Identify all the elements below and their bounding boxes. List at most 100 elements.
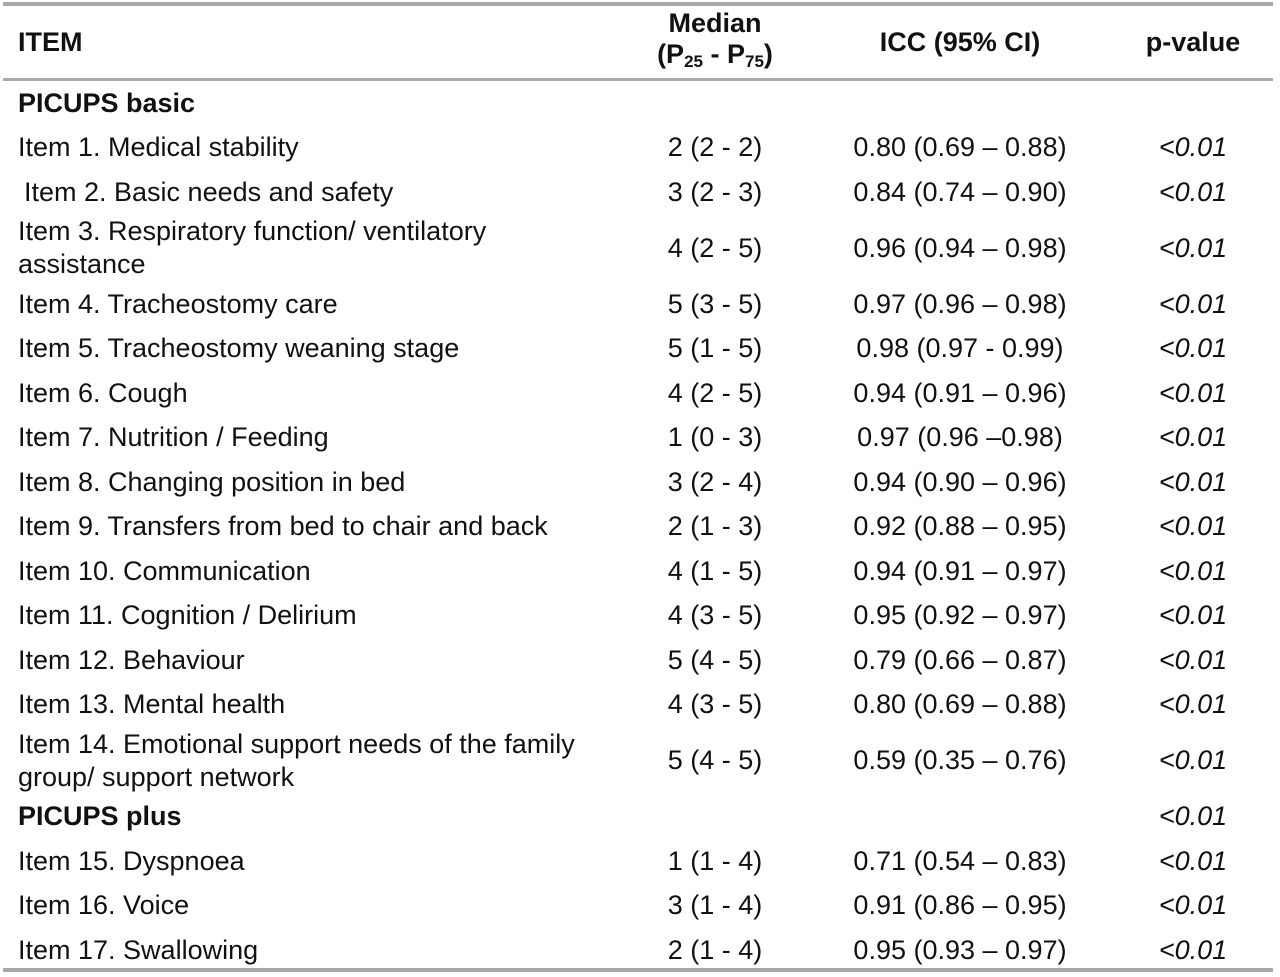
cell-icc: 0.97 (0.96 – 0.98)	[853, 288, 1067, 319]
cell-pvalue: <0.01	[1158, 232, 1228, 263]
cell-icc: 0.98 (0.97 - 0.99)	[856, 333, 1064, 364]
cell-icc: 0.84 (0.74 – 0.90)	[853, 176, 1067, 207]
cell-item: Item 4. Tracheostomy care	[18, 288, 338, 319]
table-bottom-rule	[3, 968, 1273, 972]
cell-icc: 0.80 (0.69 – 0.88)	[853, 132, 1067, 163]
cell-pvalue: <0.01	[1158, 845, 1228, 876]
cell-median: 1 (1 - 4)	[667, 845, 763, 876]
cell-pvalue: <0.01	[1158, 644, 1228, 675]
cell-item: Item 2. Basic needs and safety	[24, 176, 394, 207]
cell-icc	[830, 795, 1090, 840]
cell-item: Item 12. Behaviour	[18, 644, 245, 675]
cell-pvalue: <0.01	[1158, 176, 1228, 207]
cell-icc: 0.94 (0.91 – 0.97)	[853, 555, 1067, 586]
cell-median: 5 (4 - 5)	[667, 745, 763, 776]
table-row: PICUPS plus <0.01	[0, 795, 1280, 840]
header-median-p25-prefix: (P	[657, 39, 685, 69]
cell-item: Item 9. Transfers from bed to chair and …	[18, 511, 548, 542]
table-row: Item 10. Communication 4 (1 - 5) 0.94 (0…	[0, 549, 1280, 594]
table-row: Item 5. Tracheostomy weaning stage 5 (1 …	[0, 327, 1280, 372]
cell-pvalue: <0.01	[1158, 466, 1228, 497]
cell-item: PICUPS basic	[18, 87, 196, 118]
cell-icc	[830, 81, 1090, 126]
cell-item: PICUPS plus	[18, 801, 182, 832]
table-row: Item 13. Mental health 4 (3 - 5) 0.80 (0…	[0, 683, 1280, 728]
table-row: Item 14. Emotional support needs of the …	[0, 727, 1280, 795]
header-icc: ICC (95% CI)	[879, 27, 1041, 57]
header-median-p25-sub: 25	[684, 52, 703, 71]
header-median-line2: (P25 - P75)	[620, 39, 810, 70]
cell-item: Item 15. Dyspnoea	[18, 845, 245, 876]
cell-pvalue: <0.01	[1158, 377, 1228, 408]
table-row: Item 12. Behaviour 5 (4 - 5) 0.79 (0.66 …	[0, 638, 1280, 683]
cell-pvalue: <0.01	[1158, 745, 1228, 776]
cell-pvalue: <0.01	[1158, 801, 1228, 832]
cell-median: 3 (1 - 4)	[667, 890, 763, 921]
cell-pvalue: <0.01	[1158, 555, 1228, 586]
cell-icc: 0.80 (0.69 – 0.88)	[853, 689, 1067, 720]
table-row: Item 2. Basic needs and safety 3 (2 - 3)…	[0, 170, 1280, 215]
header-item: ITEM	[18, 27, 83, 57]
table-body: PICUPS basic Item 1. Medical stability 2…	[0, 81, 1280, 973]
table-row: Item 3. Respiratory function/ ventilator…	[0, 215, 1280, 283]
cell-median: 4 (2 - 5)	[667, 232, 763, 263]
cell-median: 3 (2 - 4)	[667, 466, 763, 497]
cell-median: 2 (1 - 4)	[667, 934, 763, 965]
cell-item: Item 3. Respiratory function/ ventilator…	[18, 216, 487, 280]
cell-pvalue: <0.01	[1158, 288, 1228, 319]
cell-icc: 0.71 (0.54 – 0.83)	[853, 845, 1067, 876]
cell-pvalue: <0.01	[1158, 511, 1228, 542]
cell-median	[620, 795, 810, 840]
cell-icc: 0.91 (0.86 – 0.95)	[853, 890, 1067, 921]
cell-median: 4 (2 - 5)	[667, 377, 763, 408]
table-row: Item 11. Cognition / Delirium 4 (3 - 5) …	[0, 594, 1280, 639]
cell-item: Item 6. Cough	[18, 377, 188, 408]
header-median-p75-sub: 75	[745, 52, 764, 71]
cell-item: Item 11. Cognition / Delirium	[18, 600, 357, 631]
cell-pvalue: <0.01	[1158, 333, 1228, 364]
cell-icc: 0.94 (0.90 – 0.96)	[853, 466, 1067, 497]
header-median-line1: Median	[668, 8, 762, 38]
table-row: Item 8. Changing position in bed 3 (2 - …	[0, 460, 1280, 505]
header-median: Median (P25 - P75)	[620, 8, 810, 70]
cell-item: Item 16. Voice	[18, 890, 190, 921]
cell-median: 5 (4 - 5)	[667, 644, 763, 675]
cell-median: 2 (1 - 3)	[667, 511, 763, 542]
cell-median: 5 (1 - 5)	[667, 333, 763, 364]
table-header-rule	[3, 78, 1273, 81]
cell-median	[620, 81, 810, 126]
cell-median: 4 (3 - 5)	[667, 689, 763, 720]
table-row: Item 16. Voice 3 (1 - 4) 0.91 (0.86 – 0.…	[0, 884, 1280, 929]
cell-icc: 0.95 (0.92 – 0.97)	[853, 600, 1067, 631]
cell-icc: 0.79 (0.66 – 0.87)	[853, 644, 1067, 675]
cell-item: Item 7. Nutrition / Feeding	[18, 422, 329, 453]
cell-icc: 0.59 (0.35 – 0.76)	[853, 745, 1067, 776]
cell-item: Item 17. Swallowing	[18, 934, 259, 965]
cell-pvalue	[1128, 81, 1258, 126]
cell-median: 1 (0 - 3)	[667, 422, 763, 453]
table-row: Item 9. Transfers from bed to chair and …	[0, 505, 1280, 550]
table-row: Item 15. Dyspnoea 1 (1 - 4) 0.71 (0.54 –…	[0, 839, 1280, 884]
cell-icc: 0.96 (0.94 – 0.98)	[853, 232, 1067, 263]
table-header: ITEM Median (P25 - P75) ICC (95% CI) p-v…	[0, 6, 1280, 78]
header-median-close: )	[763, 39, 773, 69]
cell-icc: 0.97 (0.96 –0.98)	[857, 422, 1063, 453]
table-row: Item 17. Swallowing 2 (1 - 4) 0.95 (0.93…	[0, 928, 1280, 973]
table-row: Item 4. Tracheostomy care 5 (3 - 5) 0.97…	[0, 282, 1280, 327]
cell-item: Item 10. Communication	[18, 555, 311, 586]
cell-median: 5 (3 - 5)	[667, 288, 763, 319]
cell-median: 2 (2 - 2)	[667, 132, 763, 163]
cell-item: Item 14. Emotional support needs of the …	[18, 728, 575, 792]
header-median-sep: - P	[702, 39, 745, 69]
cell-item: Item 5. Tracheostomy weaning stage	[18, 333, 460, 364]
cell-median: 4 (1 - 5)	[667, 555, 763, 586]
cell-item: Item 1. Medical stability	[18, 132, 299, 163]
cell-median: 3 (2 - 3)	[667, 176, 763, 207]
cell-pvalue: <0.01	[1158, 689, 1228, 720]
header-pvalue: p-value	[1145, 27, 1241, 57]
table-row: Item 1. Medical stability 2 (2 - 2) 0.80…	[0, 126, 1280, 171]
table-row: Item 6. Cough 4 (2 - 5) 0.94 (0.91 – 0.9…	[0, 371, 1280, 416]
cell-pvalue: <0.01	[1158, 132, 1228, 163]
cell-pvalue: <0.01	[1158, 934, 1228, 965]
cell-icc: 0.92 (0.88 – 0.95)	[853, 511, 1067, 542]
